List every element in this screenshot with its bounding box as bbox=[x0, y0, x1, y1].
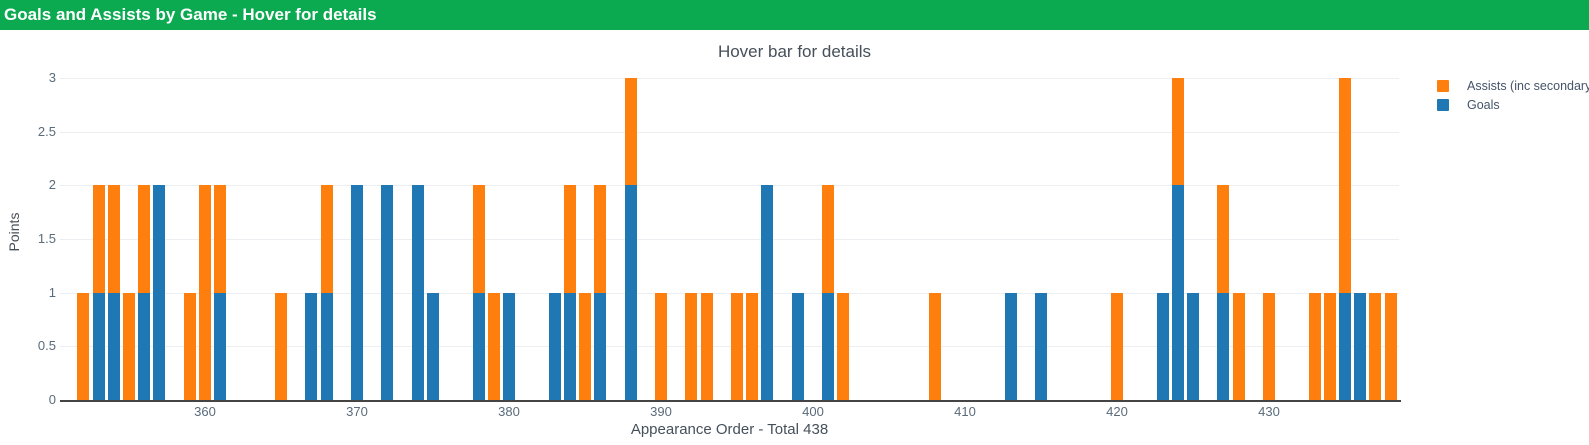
goals-bar-segment[interactable] bbox=[153, 185, 165, 400]
assists-bar-segment[interactable] bbox=[138, 185, 150, 292]
goals-bar-segment[interactable] bbox=[1187, 293, 1199, 400]
chart-title: Hover bar for details bbox=[0, 42, 1589, 62]
legend: Assists (inc secondary) Goals bbox=[1437, 76, 1589, 114]
goals-bar-segment[interactable] bbox=[1354, 293, 1366, 400]
assists-bar-segment[interactable] bbox=[1263, 293, 1275, 400]
gridline bbox=[60, 239, 1399, 240]
y-tick-label: 1 bbox=[0, 285, 56, 301]
goals-bar-segment[interactable] bbox=[1157, 293, 1169, 400]
gridline bbox=[60, 132, 1399, 133]
y-tick-label: 3 bbox=[0, 70, 56, 86]
goals-legend-swatch-icon bbox=[1437, 99, 1449, 111]
assists-bar-segment[interactable] bbox=[275, 293, 287, 400]
assists-bar-segment[interactable] bbox=[473, 185, 485, 292]
goals-bar-segment[interactable] bbox=[305, 293, 317, 400]
goals-bar-segment[interactable] bbox=[1035, 293, 1047, 400]
x-axis-line bbox=[60, 400, 1401, 402]
assists-bar-segment[interactable] bbox=[1233, 293, 1245, 400]
assists-bar-segment[interactable] bbox=[488, 293, 500, 400]
assists-bar-segment[interactable] bbox=[564, 185, 576, 292]
assists-legend-swatch-icon bbox=[1437, 80, 1449, 92]
assists-bar-segment[interactable] bbox=[123, 293, 135, 400]
goals-bar-segment[interactable] bbox=[792, 293, 804, 400]
assists-bar-segment[interactable] bbox=[77, 293, 89, 400]
legend-label: Goals bbox=[1467, 98, 1500, 112]
y-tick-label: 2.5 bbox=[0, 124, 56, 140]
x-tick-label: 360 bbox=[183, 404, 227, 420]
assists-bar-segment[interactable] bbox=[594, 185, 606, 292]
x-tick-label: 400 bbox=[791, 404, 835, 420]
assists-bar-segment[interactable] bbox=[822, 185, 834, 292]
goals-bar-segment[interactable] bbox=[138, 293, 150, 400]
goals-bar-segment[interactable] bbox=[108, 293, 120, 400]
assists-bar-segment[interactable] bbox=[214, 185, 226, 292]
goals-bar-segment[interactable] bbox=[1217, 293, 1229, 400]
goals-bar-segment[interactable] bbox=[1172, 185, 1184, 400]
goals-bar-segment[interactable] bbox=[1339, 293, 1351, 400]
x-tick-label: 390 bbox=[639, 404, 683, 420]
gridline bbox=[60, 185, 1399, 186]
gridline bbox=[60, 78, 1399, 79]
goals-bar-segment[interactable] bbox=[427, 293, 439, 400]
assists-bar-segment[interactable] bbox=[1385, 293, 1397, 400]
assists-bar-segment[interactable] bbox=[1309, 293, 1321, 400]
goals-bar-segment[interactable] bbox=[549, 293, 561, 400]
goals-bar-segment[interactable] bbox=[412, 185, 424, 400]
y-tick-label: 2 bbox=[0, 177, 56, 193]
assists-bar-segment[interactable] bbox=[701, 293, 713, 400]
goals-bar-segment[interactable] bbox=[1005, 293, 1017, 400]
x-tick-label: 380 bbox=[487, 404, 531, 420]
goals-bar-segment[interactable] bbox=[321, 293, 333, 400]
page: Hover bar for details Points 00.511.522.… bbox=[0, 0, 1589, 445]
y-tick-label: 0 bbox=[0, 392, 56, 408]
goals-bar-segment[interactable] bbox=[214, 293, 226, 400]
chart-figure: Hover bar for details Points 00.511.522.… bbox=[0, 0, 1589, 445]
goals-bar-segment[interactable] bbox=[503, 293, 515, 400]
assists-bar-segment[interactable] bbox=[1324, 293, 1336, 400]
x-tick-label: 420 bbox=[1095, 404, 1139, 420]
goals-bar-segment[interactable] bbox=[822, 293, 834, 400]
assists-bar-segment[interactable] bbox=[1172, 78, 1184, 185]
assists-bar-segment[interactable] bbox=[625, 78, 637, 185]
x-tick-label: 410 bbox=[943, 404, 987, 420]
app-header-title: Goals and Assists by Game - Hover for de… bbox=[4, 5, 377, 24]
assists-bar-segment[interactable] bbox=[579, 293, 591, 400]
assists-bar-segment[interactable] bbox=[1111, 293, 1123, 400]
legend-item-goals[interactable]: Goals bbox=[1437, 95, 1589, 114]
goals-bar-segment[interactable] bbox=[93, 293, 105, 400]
y-tick-label: 1.5 bbox=[0, 231, 56, 247]
assists-bar-segment[interactable] bbox=[1217, 185, 1229, 292]
legend-item-assists[interactable]: Assists (inc secondary) bbox=[1437, 76, 1589, 95]
goals-bar-segment[interactable] bbox=[594, 293, 606, 400]
assists-bar-segment[interactable] bbox=[184, 293, 196, 400]
assists-bar-segment[interactable] bbox=[731, 293, 743, 400]
x-axis-title: Appearance Order - Total 438 bbox=[60, 421, 1399, 438]
assists-bar-segment[interactable] bbox=[108, 185, 120, 292]
x-tick-label: 370 bbox=[335, 404, 379, 420]
assists-bar-segment[interactable] bbox=[321, 185, 333, 292]
assists-bar-segment[interactable] bbox=[685, 293, 697, 400]
assists-bar-segment[interactable] bbox=[655, 293, 667, 400]
goals-bar-segment[interactable] bbox=[473, 293, 485, 400]
assists-bar-segment[interactable] bbox=[199, 185, 211, 400]
assists-bar-segment[interactable] bbox=[837, 293, 849, 400]
assists-bar-segment[interactable] bbox=[1369, 293, 1381, 400]
assists-bar-segment[interactable] bbox=[746, 293, 758, 400]
y-tick-label: 0.5 bbox=[0, 338, 56, 354]
goals-bar-segment[interactable] bbox=[564, 293, 576, 400]
assists-bar-segment[interactable] bbox=[1339, 78, 1351, 293]
app-header-bar: Goals and Assists by Game - Hover for de… bbox=[0, 0, 1589, 30]
assists-bar-segment[interactable] bbox=[929, 293, 941, 400]
goals-bar-segment[interactable] bbox=[351, 185, 363, 400]
assists-bar-segment[interactable] bbox=[93, 185, 105, 292]
goals-bar-segment[interactable] bbox=[381, 185, 393, 400]
goals-bar-segment[interactable] bbox=[761, 185, 773, 400]
x-tick-label: 430 bbox=[1247, 404, 1291, 420]
goals-bar-segment[interactable] bbox=[625, 185, 637, 400]
legend-label: Assists (inc secondary) bbox=[1467, 79, 1589, 93]
